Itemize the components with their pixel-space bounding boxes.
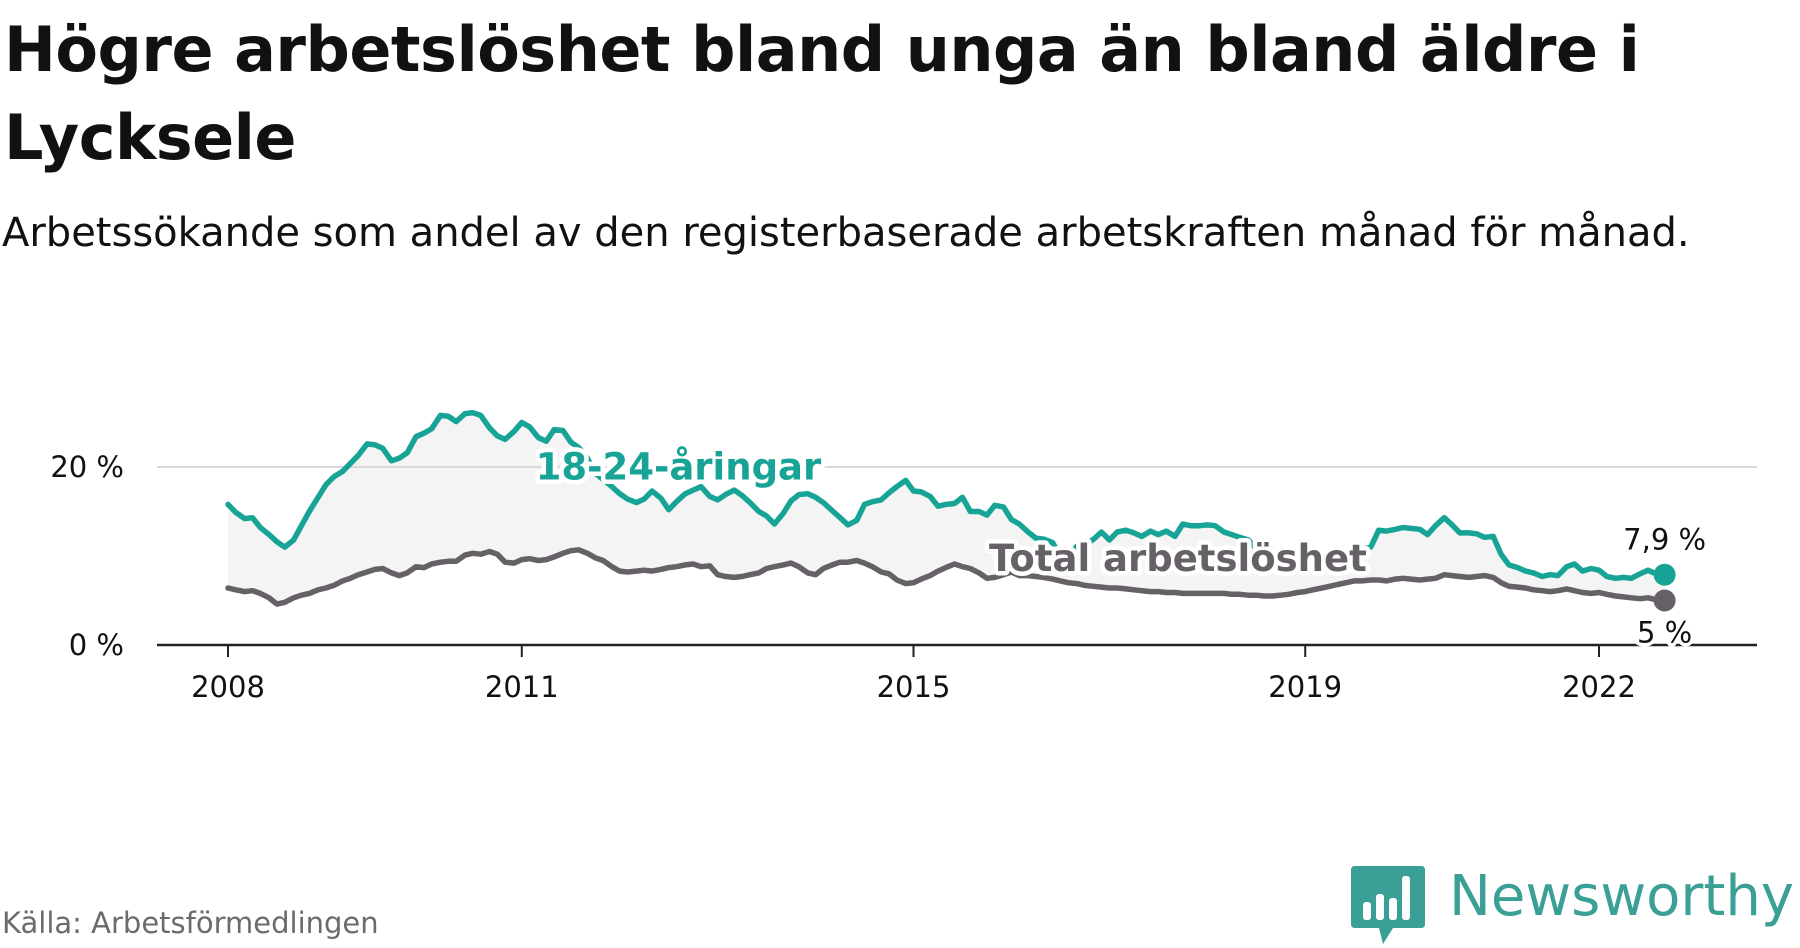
x-tick-label-2019: 2019 [1268, 670, 1342, 704]
chart-subtitle: Arbetssökande som andel av den registerb… [2, 210, 1690, 256]
x-tick-label-2011: 2011 [485, 670, 559, 704]
newsworthy-logo-icon [1351, 866, 1425, 944]
annotation-halo-total: Total arbetslöshet [989, 537, 1367, 580]
axis-layer: 2008 2011 2015 2019 2022 0 % 20 % [50, 450, 1757, 704]
annotation-youth: 18-24-åringar [536, 445, 822, 488]
series-line-total [225, 547, 1668, 607]
x-tick-label-2022: 2022 [1562, 670, 1636, 704]
source-note: Källa: Arbetsförmedlingen [2, 906, 379, 940]
end-dot-total [1653, 589, 1676, 612]
chart-title: Högre arbetslöshet bland unga än bland ä… [4, 13, 1640, 174]
annotation-halo-youth: 18-24-åringar [536, 445, 822, 488]
end-label-total: 5 % [1637, 616, 1692, 650]
series-line-youth [225, 409, 1668, 582]
brand-name: Newsworthy [1449, 864, 1794, 929]
end-label-halo-youth: 7,9 % [1623, 523, 1706, 557]
annotation-total: Total arbetslöshet [989, 537, 1367, 580]
series-layer [225, 409, 1668, 607]
end-dot-youth [1653, 563, 1676, 586]
y-tick-label-0: 0 % [69, 628, 124, 662]
end-label-youth: 7,9 % [1623, 523, 1706, 557]
y-tick-label-20: 20 % [50, 450, 124, 484]
x-tick-label-2015: 2015 [877, 670, 951, 704]
brand-logo-block[interactable]: Newsworthy [1349, 858, 1799, 948]
end-label-halo-total: 5 % [1637, 616, 1692, 650]
x-tick-label-2008: 2008 [191, 670, 265, 704]
